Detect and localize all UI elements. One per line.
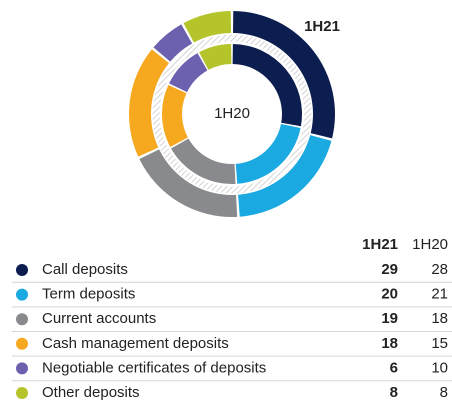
category-label: Call deposits [42, 261, 128, 278]
column-header: 1H20 [412, 236, 448, 253]
value-label: 19 [381, 310, 398, 327]
category-label: Negotiable certificates of deposits [42, 359, 266, 376]
value-label: 21 [431, 286, 448, 303]
donut-segment [183, 11, 231, 43]
category-label: Term deposits [42, 286, 135, 303]
value-label: 28 [431, 261, 448, 278]
value-label: 20 [381, 286, 398, 303]
donut-segment [233, 11, 335, 139]
value-label: 8 [390, 384, 398, 401]
value-label: 18 [381, 335, 398, 352]
donut-segment [171, 138, 236, 184]
ring-separator [152, 34, 312, 194]
value-label: 10 [431, 359, 448, 376]
legend-dot [16, 264, 28, 276]
legend-dot [16, 362, 28, 375]
legend-dot [16, 337, 28, 350]
donut-segment [199, 44, 232, 70]
donut-segment [238, 135, 332, 217]
donut-segment [139, 149, 238, 217]
category-label: Cash management deposits [42, 335, 229, 352]
category-label: Other deposits [42, 384, 140, 401]
value-label: 29 [381, 261, 398, 278]
donut-segment [235, 123, 301, 184]
donut-segment [162, 84, 188, 147]
legend-dot [16, 387, 28, 399]
value-label: 6 [390, 359, 398, 376]
value-label: 15 [431, 335, 448, 352]
column-header: 1H21 [362, 236, 398, 253]
inner-ring-label: 1H20 [214, 105, 250, 122]
donut-segment [128, 49, 169, 157]
value-label: 18 [431, 310, 448, 327]
legend-dot [16, 313, 28, 326]
donut-segment [153, 24, 193, 62]
donut-segment [232, 44, 302, 127]
donut-segment [169, 53, 208, 93]
value-label: 8 [440, 384, 448, 401]
category-label: Current accounts [42, 310, 156, 327]
outer-ring-label: 1H21 [304, 18, 340, 35]
legend-dot [16, 288, 28, 301]
